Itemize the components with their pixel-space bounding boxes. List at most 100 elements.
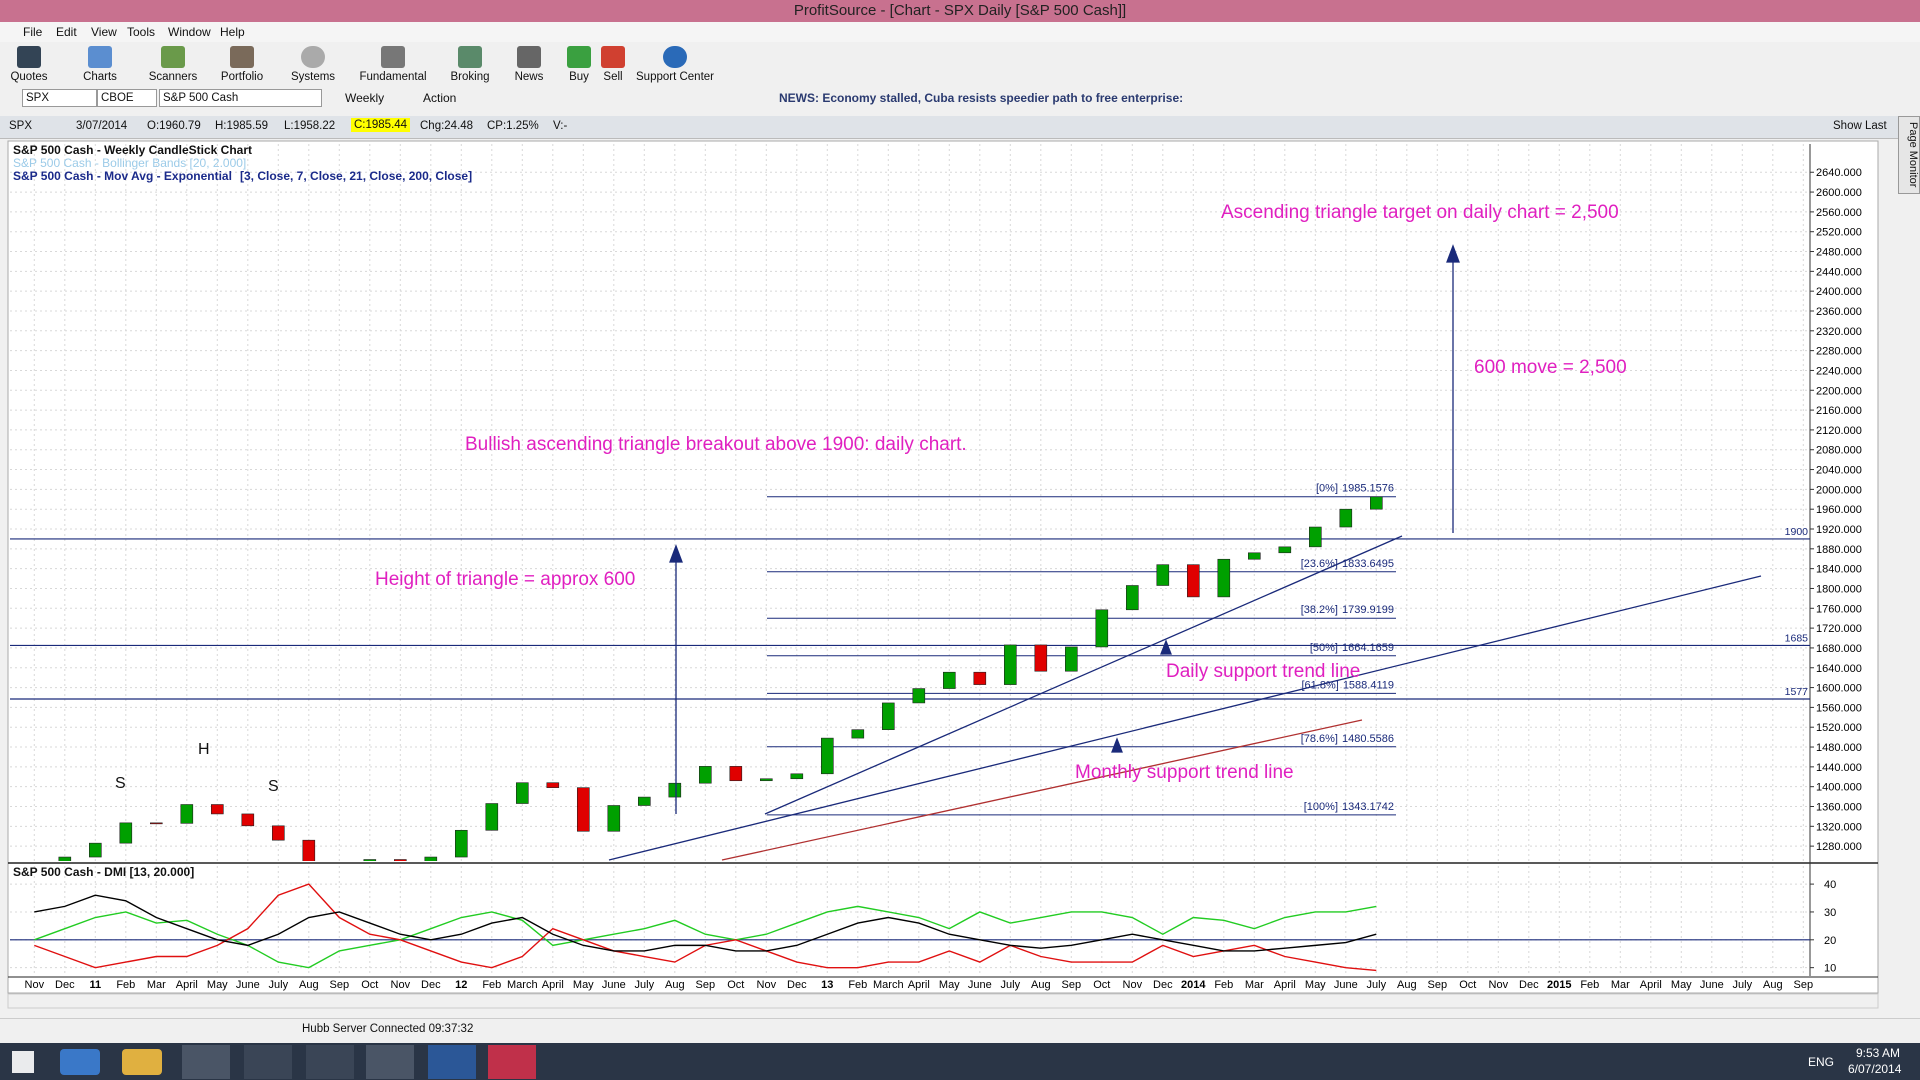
arrow-head	[1111, 737, 1123, 753]
candle-body	[1370, 496, 1383, 510]
scrollbar[interactable]	[7, 993, 1879, 1009]
dmi-line	[34, 905, 1377, 969]
taskbar-app[interactable]	[60, 1049, 100, 1075]
x-tick-label: May	[573, 979, 594, 991]
button-label: Fundamental	[359, 71, 427, 83]
x-tick-label: Mar	[1245, 979, 1264, 991]
taskbar-app[interactable]	[306, 1045, 354, 1079]
menu-item[interactable]: Help	[220, 25, 245, 39]
x-tick-label: June	[602, 979, 626, 991]
x-tick-label: March	[873, 979, 904, 991]
x-tick-label: June	[968, 979, 992, 991]
y-tick-label: 2200.000	[1816, 385, 1862, 397]
x-tick-label: Feb	[1214, 979, 1233, 991]
button-label: Buy	[569, 71, 589, 83]
x-tick-label: Feb	[482, 979, 501, 991]
x-tick-label: Dec	[421, 979, 441, 991]
x-tick-label: 13	[821, 979, 833, 991]
period-select[interactable]: Weekly	[345, 91, 385, 105]
menu-item[interactable]: View	[91, 25, 117, 39]
x-tick-label: Aug	[665, 979, 685, 991]
toolbar-button[interactable]: Systems	[273, 42, 353, 83]
toolbar-button[interactable]: Portfolio	[202, 42, 282, 83]
menu-item[interactable]: File	[23, 25, 43, 39]
toolbar-button[interactable]: Charts	[60, 42, 140, 83]
y-tick-label: 2080.000	[1816, 445, 1862, 457]
exchange-select[interactable]: CBOE	[97, 89, 157, 107]
dmi-line	[34, 894, 1377, 952]
toolbar-button[interactable]: Scanners	[133, 42, 213, 83]
toolbar-button[interactable]: Sell	[573, 42, 653, 83]
clock-time[interactable]: 9:53 AM	[1856, 1046, 1901, 1060]
fib-pct: [38.2%]	[1301, 604, 1338, 616]
taskbar-app[interactable]	[488, 1045, 536, 1079]
symbol-input[interactable]: SPX	[22, 89, 97, 107]
button-label: Systems	[290, 71, 336, 83]
candle-body	[1034, 644, 1048, 672]
symbol-bar: SPX CBOE S&P 500 Cash Weekly Action NEWS…	[0, 86, 1920, 110]
candle-body	[1339, 508, 1353, 528]
language[interactable]: ENG	[1808, 1055, 1835, 1069]
x-tick-label: March	[507, 979, 538, 991]
fib-label: [100%] 1343.1742	[1304, 801, 1394, 813]
y-tick-label: 1560.000	[1816, 702, 1862, 714]
y-tick-label: 1480.000	[1816, 742, 1862, 754]
chart: Nov Dec 11 Feb Mar April May June July Aug Sep Oct N…	[7, 140, 1879, 1009]
y-tick-label: 1320.000	[1816, 821, 1862, 833]
candle-body	[515, 782, 529, 804]
taskbar-app[interactable]	[244, 1045, 292, 1079]
show-last-checkbox[interactable]: Show Last	[1833, 120, 1887, 132]
candle-body	[668, 782, 682, 798]
menu-item[interactable]: Tools	[127, 25, 156, 39]
y-tick-label: 1400.000	[1816, 782, 1862, 794]
x-tick-label: July	[1733, 979, 1753, 991]
toolbar-button[interactable]: Support Center	[625, 42, 725, 83]
x-tick-label: May	[1671, 979, 1692, 991]
toolbar-button[interactable]: Quotes	[0, 42, 69, 83]
taskbar-app[interactable]	[366, 1045, 414, 1079]
info-change-pct: CP:1.25%	[487, 120, 539, 132]
pattern-label: H	[198, 741, 210, 758]
x-tick-label: Dec	[1153, 979, 1173, 991]
x-tick-label: April	[1640, 979, 1662, 991]
candle-body	[637, 796, 651, 806]
title-bar: ProfitSource - [Chart - SPX Daily [S&P 5…	[0, 0, 1920, 22]
taskbar: ENG 9:53 AM 6/07/2014	[0, 1043, 1920, 1080]
menu-item[interactable]: Edit	[56, 25, 77, 39]
toolbar-button[interactable]: Fundamental	[353, 42, 433, 83]
toolbar-button[interactable]: Broking	[430, 42, 510, 83]
candle-body	[58, 856, 72, 861]
x-tick-label: Oct	[1459, 979, 1476, 991]
info-bar: SPX 3/07/2014 O:1960.79 H:1985.59 L:1958…	[0, 116, 1900, 139]
clock-date[interactable]: 6/07/2014	[1848, 1062, 1902, 1076]
taskbar-app[interactable]	[428, 1045, 476, 1079]
toolbar-button[interactable]: News	[489, 42, 569, 83]
start-button[interactable]	[12, 1051, 34, 1073]
taskbar-app[interactable]	[182, 1045, 230, 1079]
news-ticker[interactable]: NEWS: Economy stalled, Cuba resists spee…	[779, 91, 1184, 105]
candle-body	[1126, 585, 1139, 611]
side-tab[interactable]: Page Monitor	[1898, 116, 1920, 194]
chart-title: S&P 500 Cash - Weekly CandleStick Chart	[13, 143, 252, 157]
button-label: News	[514, 71, 544, 83]
x-tick-label: May	[939, 979, 960, 991]
candle-body	[424, 856, 438, 861]
x-tick-label: Sep	[1062, 979, 1082, 991]
x-tick-label: May	[207, 979, 228, 991]
trend-line	[764, 535, 1403, 815]
y-tick-label: 1360.000	[1816, 801, 1862, 813]
info-volume: V:-	[553, 120, 568, 132]
y-tick-label: 2320.000	[1816, 326, 1862, 338]
taskbar-app[interactable]	[122, 1049, 162, 1075]
name-input[interactable]: S&P 500 Cash	[159, 89, 322, 107]
action-menu[interactable]: Action	[423, 91, 457, 105]
candle-body	[973, 671, 987, 685]
x-tick-label: Dec	[787, 979, 807, 991]
candle-body	[180, 804, 194, 824]
toolbar-button[interactable]: Buy	[539, 42, 619, 83]
y-tick-label: 2440.000	[1816, 266, 1862, 278]
annotation: Daily support trend line	[1166, 661, 1360, 682]
chart-title: S&P 500 Cash - DMI [13, 20.000]	[13, 865, 194, 879]
menu-item[interactable]: Window	[168, 25, 211, 39]
y-tick-label: 40	[1824, 879, 1836, 891]
